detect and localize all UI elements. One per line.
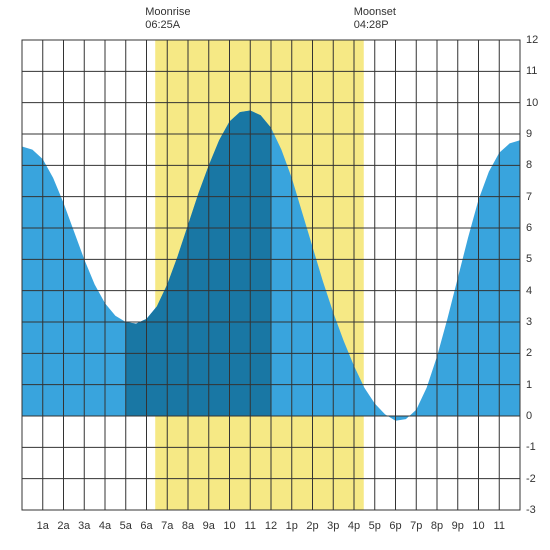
y-tick-label: 6 xyxy=(526,222,532,234)
x-tick-label: 8a xyxy=(182,520,194,532)
x-tick-label: 10 xyxy=(223,520,235,532)
x-tick-label: 5p xyxy=(369,520,381,532)
tide-chart: Moonrise 06:25A Moonset 04:28P -3-2-1012… xyxy=(0,0,550,550)
y-tick-label: -1 xyxy=(526,441,536,453)
y-tick-label: 12 xyxy=(526,34,538,46)
x-tick-label: 9p xyxy=(452,520,464,532)
y-tick-label: 9 xyxy=(526,128,532,140)
x-tick-label: 1p xyxy=(286,520,298,532)
x-tick-label: 7a xyxy=(161,520,173,532)
y-tick-label: 11 xyxy=(526,65,537,77)
x-tick-label: 11 xyxy=(245,520,256,532)
x-tick-label: 5a xyxy=(120,520,132,532)
x-tick-label: 12 xyxy=(265,520,277,532)
x-tick-label: 2a xyxy=(57,520,69,532)
y-tick-label: -2 xyxy=(526,473,536,485)
x-tick-label: 10 xyxy=(472,520,484,532)
y-tick-label: 4 xyxy=(526,285,532,297)
x-tick-label: 3a xyxy=(78,520,90,532)
y-tick-label: 8 xyxy=(526,159,532,171)
x-tick-label: 7p xyxy=(410,520,422,532)
y-tick-label: 2 xyxy=(526,347,532,359)
x-tick-label: 6a xyxy=(140,520,152,532)
x-tick-label: 8p xyxy=(431,520,443,532)
y-tick-label: -3 xyxy=(526,504,536,516)
x-tick-label: 9a xyxy=(203,520,215,532)
x-tick-label: 4a xyxy=(99,520,111,532)
y-tick-label: 3 xyxy=(526,316,532,328)
y-tick-label: 1 xyxy=(526,379,532,391)
x-tick-label: 11 xyxy=(494,520,505,532)
chart-svg xyxy=(0,0,550,550)
x-tick-label: 4p xyxy=(348,520,360,532)
x-tick-label: 6p xyxy=(389,520,401,532)
y-tick-label: 5 xyxy=(526,253,532,265)
y-tick-label: 7 xyxy=(526,191,532,203)
y-tick-label: 10 xyxy=(526,97,538,109)
x-tick-label: 2p xyxy=(306,520,318,532)
x-tick-label: 3p xyxy=(327,520,339,532)
y-tick-label: 0 xyxy=(526,410,532,422)
x-tick-label: 1a xyxy=(37,520,49,532)
